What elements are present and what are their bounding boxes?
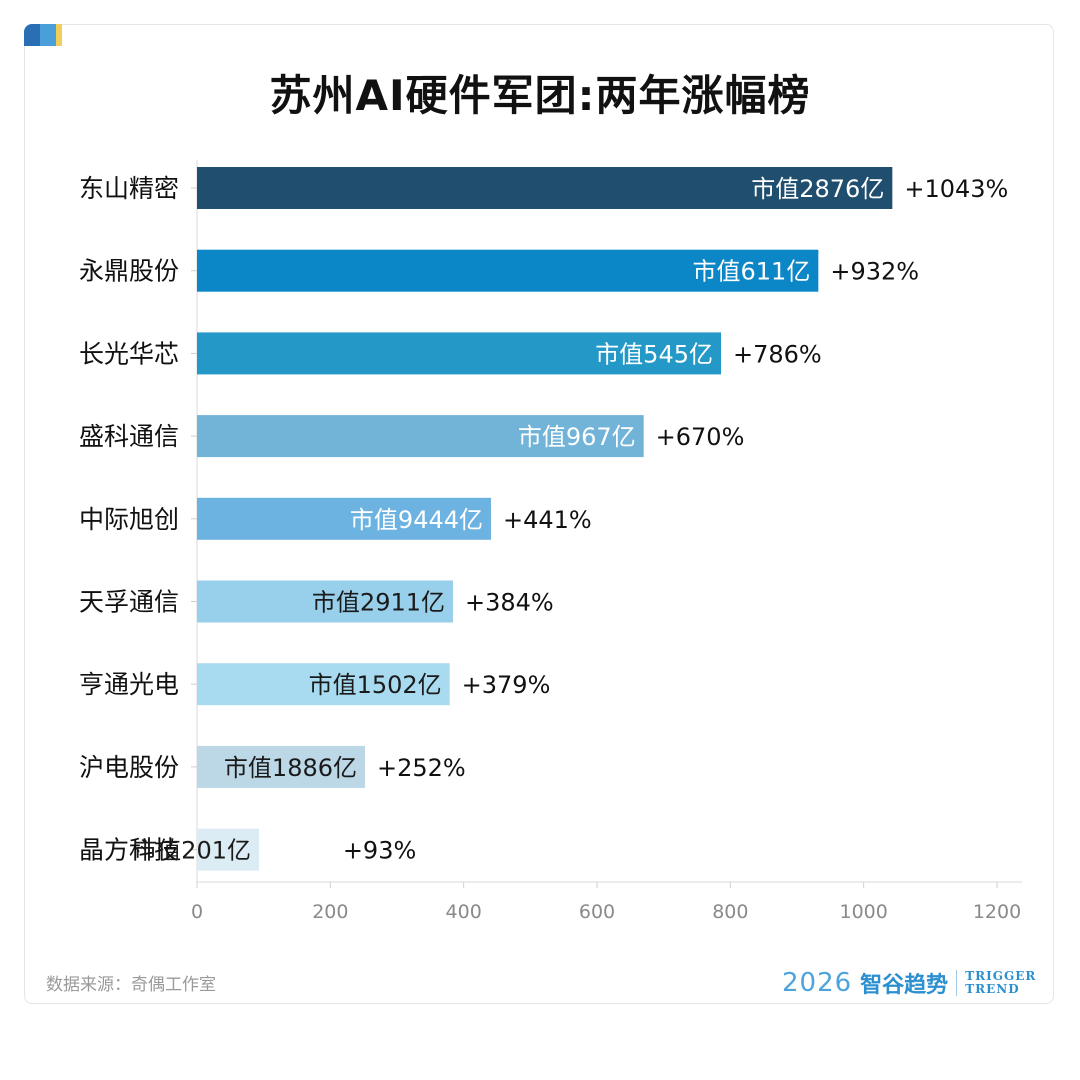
- bar: [197, 497, 491, 540]
- bar-market-cap-label: 市值967亿: [518, 423, 636, 451]
- x-tick-label: 800: [712, 901, 748, 923]
- bar-market-cap-label: 市值9444亿: [350, 506, 483, 534]
- brand-en-line1: TRIGGER: [965, 969, 1037, 983]
- brand-name: 智谷趋势: [860, 973, 949, 998]
- x-tick-label: 600: [579, 901, 615, 923]
- x-tick-label: 1200: [973, 901, 1021, 923]
- bar-market-cap-label: 市值1502亿: [309, 671, 442, 699]
- x-tick-label: 400: [446, 901, 482, 923]
- category-label: 永鼎股份: [79, 257, 179, 286]
- x-tick-label: 0: [191, 901, 203, 923]
- bar-value-label: +932%: [830, 258, 919, 286]
- brand-english: TRIGGER TREND: [965, 970, 1036, 996]
- bar: [197, 663, 450, 706]
- bar-market-cap-label: 市值545亿: [595, 340, 713, 368]
- bar-market-cap-label: 市值2876亿: [751, 175, 884, 203]
- category-label: 盛科通信: [79, 422, 179, 451]
- brand-divider: [956, 970, 958, 996]
- bar-market-cap-label: 市值611亿: [693, 258, 811, 286]
- brand-en-line2: TREND: [965, 982, 1020, 996]
- corner-tag-dark: [24, 24, 40, 46]
- bar-value-label: +252%: [377, 754, 466, 782]
- bar-market-cap-label: 市值2911亿: [312, 589, 445, 617]
- chart-title: 苏州AI硬件军团:两年涨幅榜: [269, 71, 811, 120]
- data-source: 数据来源：奇偶工作室: [46, 975, 216, 995]
- bar: [197, 828, 259, 871]
- bar-market-cap-label: 市值1886亿: [224, 754, 357, 782]
- bar-value-label: +93%: [343, 837, 416, 865]
- bar: [197, 332, 721, 375]
- corner-tag-light: [40, 24, 56, 46]
- corner-tag-yellow: [56, 24, 62, 46]
- category-label: 沪电股份: [79, 753, 179, 782]
- bar: [197, 167, 893, 209]
- bar-value-label: +441%: [503, 506, 592, 534]
- bar: [197, 249, 819, 292]
- bar: [197, 415, 644, 458]
- bar-value-label: +379%: [462, 671, 551, 699]
- brand-year: 2026: [782, 968, 853, 998]
- bar-market-cap-label: 市值201亿: [133, 837, 251, 865]
- bar: [197, 745, 365, 788]
- bar-value-label: +384%: [465, 589, 554, 617]
- category-label: 东山精密: [79, 174, 179, 203]
- bar: [197, 580, 453, 623]
- bar-value-label: +786%: [733, 340, 822, 368]
- category-label: 晶方科技: [79, 836, 179, 865]
- category-label: 亨通光电: [79, 670, 179, 699]
- category-label: 长光华芯: [79, 339, 179, 368]
- category-label: 天孚通信: [79, 588, 179, 617]
- brand-logo: 2026 智谷趋势 TRIGGER TREND: [782, 966, 1036, 1000]
- bar-value-label: +1043%: [904, 175, 1008, 203]
- x-tick-label: 1000: [839, 901, 887, 923]
- category-label: 中际旭创: [79, 505, 179, 534]
- bar-value-label: +670%: [656, 423, 745, 451]
- x-tick-label: 200: [312, 901, 348, 923]
